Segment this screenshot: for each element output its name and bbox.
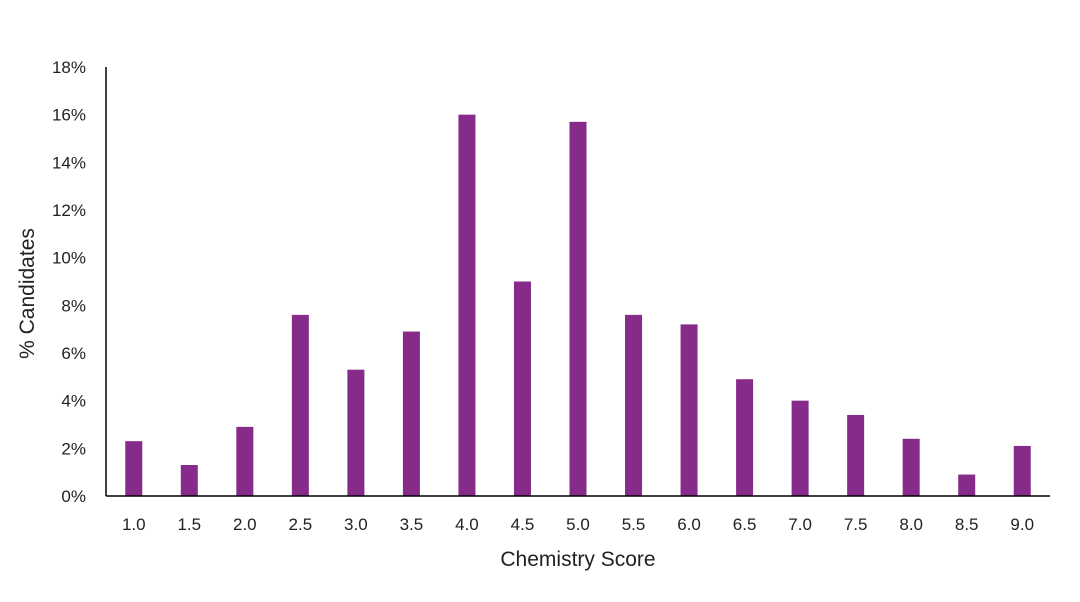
x-tick-labels: 1.0 1.5 2.0 2.5 3.0 3.5 4.0 4.5 5.0 5.5 6.0 6.5 7.0 7… xyxy=(122,515,1034,534)
y-tick-label: 14% xyxy=(52,153,86,172)
bar-8.0 xyxy=(902,438,920,496)
x-tick-label: 7.0 xyxy=(788,515,812,534)
bar-3.5 xyxy=(402,331,420,496)
x-tick-label: 1.0 xyxy=(122,515,146,534)
y-tick-label: 6% xyxy=(61,344,86,363)
bar-2.5 xyxy=(291,314,309,496)
y-tick-label: 2% xyxy=(61,439,86,458)
bar-9.0 xyxy=(1013,445,1031,496)
bar-1.5 xyxy=(180,465,198,496)
x-axis-title: Chemistry Score xyxy=(500,548,655,571)
x-tick-label: 2.5 xyxy=(289,515,313,534)
x-tick-label: 3.0 xyxy=(344,515,368,534)
bar-6.0 xyxy=(680,324,698,496)
y-axis-title: % Candidates xyxy=(16,228,39,359)
x-tick-label: 4.0 xyxy=(455,515,479,534)
bar-4.0 xyxy=(458,114,476,497)
x-tick-label: 5.5 xyxy=(622,515,646,534)
bar-6.5 xyxy=(736,379,754,496)
bar-5.0 xyxy=(569,121,587,496)
bar-4.5 xyxy=(513,281,531,496)
y-tick-label: 10% xyxy=(52,249,86,268)
y-tick-labels: 0% 2% 4% 6% 8% 10% 12% 14% 16% 18% xyxy=(52,58,86,506)
y-tick-label: 4% xyxy=(61,392,86,411)
bar-8.5 xyxy=(958,474,976,496)
x-tick-label: 2.0 xyxy=(233,515,257,534)
bar-5.5 xyxy=(625,314,643,496)
y-tick-label: 8% xyxy=(61,296,86,315)
y-tick-label: 12% xyxy=(52,201,86,220)
y-tick-label: 16% xyxy=(52,106,86,125)
x-tick-label: 7.5 xyxy=(844,515,868,534)
y-tick-label: 18% xyxy=(52,58,86,77)
x-tick-label: 8.0 xyxy=(899,515,923,534)
x-tick-label: 3.5 xyxy=(400,515,424,534)
x-tick-label: 1.5 xyxy=(177,515,201,534)
x-tick-label: 4.5 xyxy=(511,515,535,534)
x-tick-label: 8.5 xyxy=(955,515,979,534)
bar-2.0 xyxy=(236,426,254,496)
x-tick-label: 6.5 xyxy=(733,515,757,534)
bar-7.5 xyxy=(847,414,865,496)
bars-group xyxy=(125,114,1031,497)
x-tick-label: 5.0 xyxy=(566,515,590,534)
x-tick-label: 6.0 xyxy=(677,515,701,534)
x-tick-label: 9.0 xyxy=(1010,515,1034,534)
bar-3.0 xyxy=(347,369,365,496)
bar-7.0 xyxy=(791,400,809,496)
y-tick-label: 0% xyxy=(61,487,86,506)
bar-1.0 xyxy=(125,441,143,496)
